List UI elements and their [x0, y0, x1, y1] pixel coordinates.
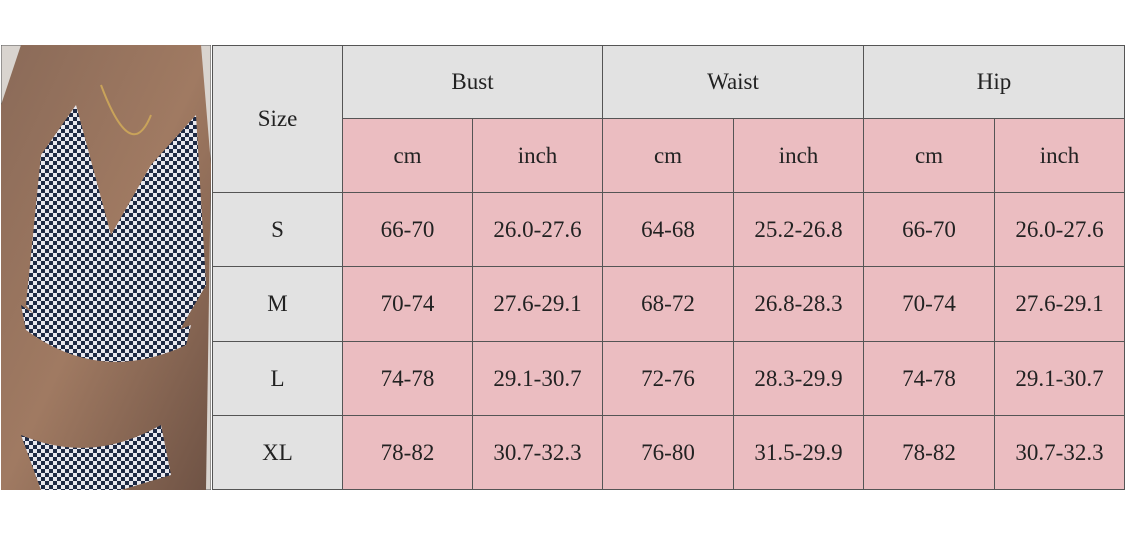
measurement: 25.2-26.8: [734, 193, 864, 267]
measurement: 74-78: [343, 342, 473, 416]
size-label: L: [213, 342, 343, 416]
measurement: 27.6-29.1: [995, 267, 1125, 342]
measurement: 78-82: [343, 416, 473, 490]
measurement: 30.7-32.3: [995, 416, 1125, 490]
size-label: S: [213, 193, 343, 267]
unit-header: cm: [603, 119, 734, 193]
measurement: 72-76: [603, 342, 734, 416]
measurement: 31.5-29.9: [734, 416, 864, 490]
measurement: 29.1-30.7: [473, 342, 603, 416]
product-photo: [1, 45, 211, 490]
unit-header: inch: [473, 119, 603, 193]
measurement: 26.8-28.3: [734, 267, 864, 342]
size-label: XL: [213, 416, 343, 490]
unit-header: inch: [734, 119, 864, 193]
measurement: 70-74: [864, 267, 995, 342]
measurement: 26.0-27.6: [995, 193, 1125, 267]
unit-header: cm: [343, 119, 473, 193]
group-header: Hip: [864, 46, 1125, 119]
measurement: 66-70: [343, 193, 473, 267]
unit-header: inch: [995, 119, 1125, 193]
measurement: 28.3-29.9: [734, 342, 864, 416]
measurement: 30.7-32.3: [473, 416, 603, 490]
size-header: Size: [213, 46, 343, 193]
measurement: 26.0-27.6: [473, 193, 603, 267]
size-label: M: [213, 267, 343, 342]
measurement: 64-68: [603, 193, 734, 267]
measurement: 78-82: [864, 416, 995, 490]
measurement: 70-74: [343, 267, 473, 342]
size-table: Size Bust Waist Hip cm inch cm inch cm inch S 66-70…: [212, 45, 1125, 490]
measurement: 29.1-30.7: [995, 342, 1125, 416]
unit-header: cm: [864, 119, 995, 193]
measurement: 27.6-29.1: [473, 267, 603, 342]
measurement: 74-78: [864, 342, 995, 416]
group-header: Waist: [603, 46, 864, 119]
measurement: 66-70: [864, 193, 995, 267]
measurement: 76-80: [603, 416, 734, 490]
group-header: Bust: [343, 46, 603, 119]
measurement: 68-72: [603, 267, 734, 342]
